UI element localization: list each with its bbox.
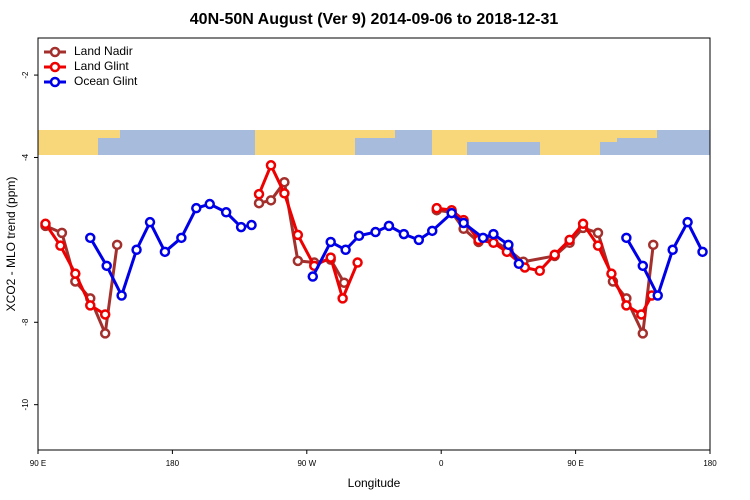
point <box>413 234 425 246</box>
point <box>426 225 438 237</box>
point <box>534 265 546 277</box>
point <box>352 257 363 268</box>
point <box>265 195 277 206</box>
point <box>70 268 81 279</box>
point <box>56 227 68 239</box>
legend-label: Ocean Glint <box>74 74 138 88</box>
point <box>398 228 410 240</box>
series-line <box>44 180 655 335</box>
point <box>606 268 617 279</box>
legend-marker <box>49 61 61 73</box>
point <box>307 271 319 282</box>
point <box>370 226 381 238</box>
point <box>191 202 202 214</box>
point <box>637 260 649 272</box>
point <box>549 249 560 260</box>
y-tick-label: -10 <box>21 398 30 410</box>
point <box>637 328 649 339</box>
y-tick-label: -4 <box>21 153 30 161</box>
plot-frame <box>37 37 711 451</box>
point <box>325 252 336 263</box>
point <box>488 228 499 240</box>
point <box>513 258 525 270</box>
y-axis-label: XCO2 - MLO trend (ppm) <box>4 177 18 312</box>
point <box>383 220 395 232</box>
point <box>116 290 127 301</box>
point <box>99 328 111 339</box>
point <box>292 255 304 267</box>
point <box>55 240 66 251</box>
legend-marker <box>49 46 61 58</box>
x-tick-label: 90 E <box>30 459 46 468</box>
point <box>564 234 575 246</box>
point <box>667 244 678 256</box>
point <box>40 218 51 230</box>
point <box>446 207 457 219</box>
legend-label: Land Glint <box>74 59 129 73</box>
point <box>325 236 336 248</box>
point <box>488 237 499 249</box>
point <box>477 232 489 244</box>
point <box>340 244 351 256</box>
point <box>652 290 663 301</box>
point <box>648 239 659 251</box>
x-tick-label: 90 E <box>567 459 583 468</box>
point <box>682 216 693 228</box>
x-tick-label: 180 <box>166 459 180 468</box>
point <box>159 246 171 258</box>
x-tick-label: 180 <box>703 459 717 468</box>
point <box>697 246 708 258</box>
point <box>99 309 111 320</box>
point <box>279 188 290 199</box>
point <box>85 232 96 244</box>
y-tick-label: -8 <box>21 318 30 326</box>
x-axis-label: Longitude <box>348 476 401 490</box>
x-tick-label: 90 W <box>297 459 316 468</box>
point <box>621 232 632 244</box>
point <box>265 160 277 171</box>
point <box>337 293 348 304</box>
point <box>592 227 604 239</box>
map-strip <box>38 130 710 155</box>
point <box>204 198 215 210</box>
point <box>458 217 469 229</box>
point <box>636 309 647 320</box>
point <box>101 260 112 272</box>
point <box>246 219 257 231</box>
point <box>235 221 247 233</box>
series-line <box>44 163 654 316</box>
point <box>503 239 514 251</box>
point <box>592 240 604 251</box>
point <box>220 207 232 218</box>
chart-title: 40N-50N August (Ver 9) 2014-09-06 to 201… <box>190 11 559 28</box>
point <box>253 197 265 209</box>
point <box>111 239 123 251</box>
legend-marker <box>49 76 61 88</box>
point <box>621 300 632 311</box>
y-tick-label: -2 <box>21 71 30 79</box>
x-tick-label: 0 <box>439 459 444 468</box>
point <box>253 188 265 200</box>
point <box>353 230 365 242</box>
point <box>131 244 142 256</box>
point <box>431 202 442 214</box>
point <box>292 229 304 241</box>
legend-label: Land Nadir <box>74 44 133 58</box>
point <box>144 216 156 228</box>
point <box>577 218 589 230</box>
point <box>85 300 96 311</box>
point <box>176 232 187 244</box>
